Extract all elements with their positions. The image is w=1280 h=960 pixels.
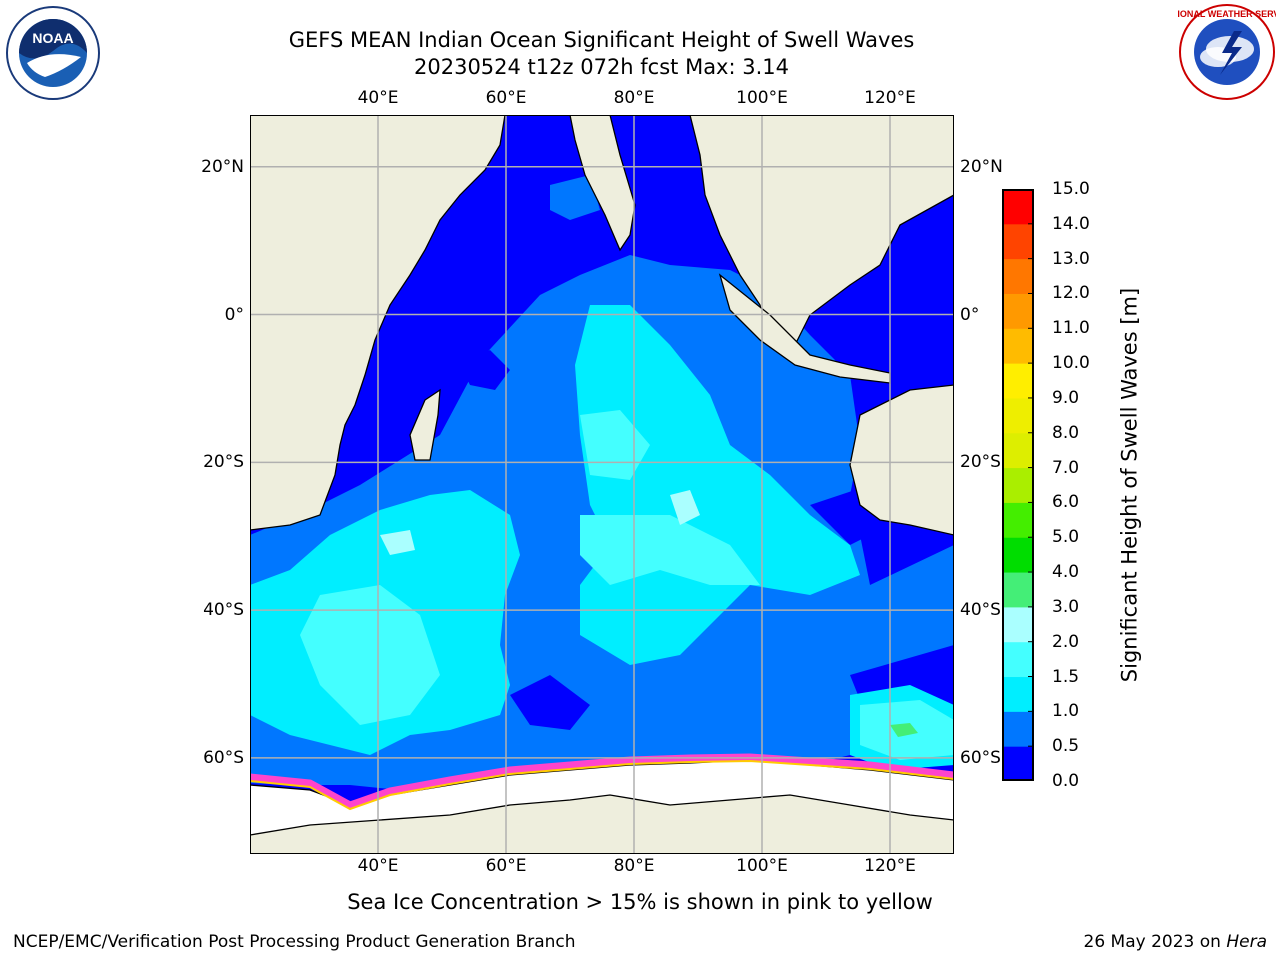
lat-tick-left: 60°S bbox=[203, 747, 244, 768]
lon-tick-top: 40°E bbox=[357, 88, 399, 108]
swell-height-map bbox=[250, 115, 954, 854]
land-areas bbox=[250, 115, 954, 854]
lat-tick-left: 20°N bbox=[201, 156, 244, 177]
colorbar-segment bbox=[1002, 676, 1034, 712]
lon-tick-bottom: 40°E bbox=[357, 856, 399, 876]
lat-tick-left: 40°S bbox=[203, 600, 244, 621]
lon-tick-top: 120°E bbox=[864, 88, 916, 108]
lon-tick-bottom: 100°E bbox=[736, 856, 788, 876]
colorbar-tick-label: 3.0 bbox=[1052, 596, 1080, 617]
colorbar-tick-label: 1.5 bbox=[1052, 666, 1080, 687]
colorbar-segment bbox=[1002, 711, 1034, 747]
lon-tick-top: 60°E bbox=[485, 88, 527, 108]
colorbar-tick-label: 7.0 bbox=[1052, 457, 1080, 478]
colorbar-segment bbox=[1002, 606, 1034, 643]
australia bbox=[849, 384, 954, 536]
colorbar-tick-label: 14.0 bbox=[1052, 213, 1090, 234]
colorbar-tick-label: 12.0 bbox=[1052, 283, 1090, 304]
lat-tick-right: 20°S bbox=[960, 452, 1001, 473]
sea-ice-edge-inner bbox=[250, 759, 954, 811]
map-subtitle: 20230524 t12z 072h fcst Max: 3.14 bbox=[414, 55, 789, 79]
colorbar-tick-label: 15.0 bbox=[1052, 179, 1090, 199]
producer-credit: NCEP/EMC/Verification Post Processing Pr… bbox=[13, 932, 576, 952]
lat-tick-right: 0° bbox=[960, 304, 980, 325]
national-weather-service-logo: NATIONAL WEATHER SERVICE bbox=[1178, 4, 1276, 100]
colorbar-segment bbox=[1002, 572, 1034, 608]
antarctica bbox=[250, 794, 954, 854]
colorbar-tick-label: 10.0 bbox=[1052, 353, 1090, 374]
lon-tick-top: 80°E bbox=[613, 88, 655, 108]
machine-name: Hera bbox=[1226, 932, 1267, 952]
colorbar-tick-label: 1.0 bbox=[1052, 701, 1080, 722]
colorbar-tick-label: 5.0 bbox=[1052, 527, 1080, 548]
colorbar-segment bbox=[1002, 293, 1034, 329]
lon-tick-bottom: 80°E bbox=[613, 856, 655, 876]
noaa-logo-text: NOAA bbox=[32, 30, 73, 46]
colorbar-label: Significant Height of Swell Waves [m] bbox=[1117, 287, 1142, 683]
colorbar-tick-label: 9.0 bbox=[1052, 387, 1080, 408]
svg-text:NATIONAL WEATHER SERVICE: NATIONAL WEATHER SERVICE bbox=[1178, 9, 1276, 19]
colorbar-tick-label: 2.0 bbox=[1052, 631, 1080, 652]
swell-2.0-3.0-region bbox=[380, 490, 700, 555]
colorbar-tick-label: 11.0 bbox=[1052, 318, 1090, 339]
colorbar-segment bbox=[1002, 641, 1034, 678]
colorbar-tick-label: 8.0 bbox=[1052, 422, 1080, 443]
colorbar-tick-label: 0.0 bbox=[1052, 771, 1080, 791]
madagascar bbox=[409, 388, 441, 461]
lat-tick-left: 0° bbox=[224, 304, 244, 325]
generation-date: 26 May 2023 on Hera bbox=[1084, 932, 1268, 952]
lat-tick-right: 20°N bbox=[960, 156, 1003, 177]
lat-tick-right: 60°S bbox=[960, 747, 1001, 768]
lon-tick-bottom: 60°E bbox=[485, 856, 527, 876]
colorbar-segment bbox=[1002, 189, 1034, 225]
colorbar-tick-label: 13.0 bbox=[1052, 248, 1090, 269]
colorbar-segment bbox=[1002, 258, 1034, 294]
swell-3.0-4.0-region bbox=[890, 723, 918, 737]
colorbar-segment bbox=[1002, 328, 1034, 364]
colorbar-segment bbox=[1002, 397, 1034, 434]
lat-tick-right: 40°S bbox=[960, 600, 1001, 621]
lat-tick-left: 20°S bbox=[203, 452, 244, 473]
india bbox=[569, 115, 636, 252]
lon-tick-bottom: 120°E bbox=[864, 856, 916, 876]
colorbar bbox=[1002, 189, 1034, 781]
lat-lon-grid bbox=[250, 115, 954, 854]
lon-tick-top: 100°E bbox=[736, 88, 788, 108]
colorbar-tick-label: 0.5 bbox=[1052, 736, 1080, 757]
map-title: GEFS MEAN Indian Ocean Significant Heigh… bbox=[288, 28, 915, 52]
colorbar-segment bbox=[1002, 467, 1034, 503]
date-text: 26 May 2023 on bbox=[1083, 932, 1227, 952]
noaa-logo: NOAA bbox=[6, 6, 100, 100]
colorbar-segment bbox=[1002, 223, 1034, 260]
colorbar-segment bbox=[1002, 432, 1034, 469]
sea-ice-footnote: Sea Ice Concentration > 15% is shown in … bbox=[347, 890, 933, 914]
swell-1.5-2.0-region bbox=[300, 410, 954, 760]
colorbar-tick-label: 4.0 bbox=[1052, 562, 1080, 583]
colorbar-segment bbox=[1002, 502, 1034, 538]
colorbar-segment bbox=[1002, 363, 1034, 399]
colorbar-segment bbox=[1002, 746, 1034, 781]
sea-ice-edge bbox=[250, 753, 954, 809]
colorbar-tick-label: 6.0 bbox=[1052, 492, 1080, 513]
colorbar-segment bbox=[1002, 537, 1034, 573]
colorbar-frame bbox=[1002, 189, 1034, 781]
